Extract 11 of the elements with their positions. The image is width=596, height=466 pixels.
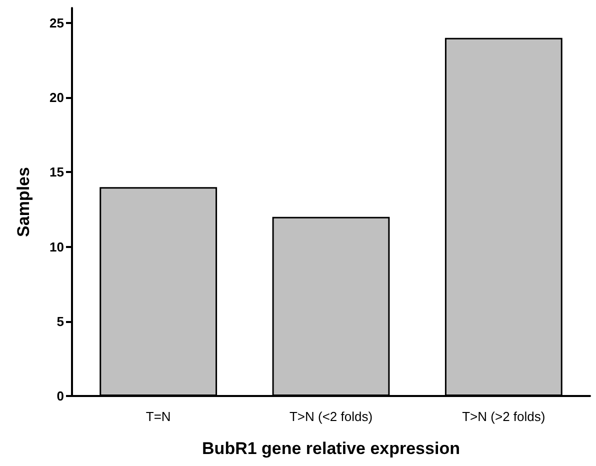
y-tick-label: 5 — [56, 314, 64, 329]
x-tick-label: T>N (>2 folds) — [462, 409, 546, 424]
y-axis-title: Samples — [14, 167, 33, 237]
y-tick-label: 0 — [56, 388, 64, 404]
x-tick-label: T=N — [146, 409, 171, 424]
x-tick-label: T>N (<2 folds) — [289, 409, 373, 424]
y-tick-label: 25 — [50, 15, 64, 30]
y-tick-label: 20 — [50, 90, 64, 106]
y-tick-label: 10 — [50, 239, 64, 254]
x-axis-title: BubR1 gene relative expression — [202, 439, 460, 458]
y-tick-label: 15 — [50, 164, 64, 180]
